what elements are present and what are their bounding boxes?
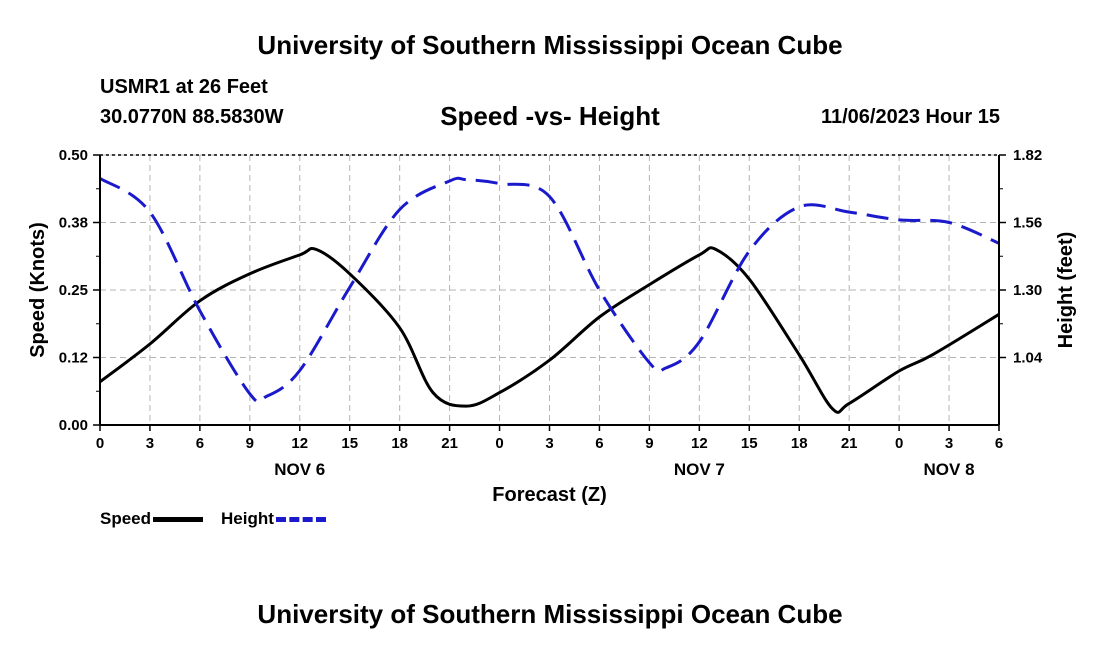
chart-subtitle: Speed -vs- Height (440, 101, 660, 131)
x-tick-label: 15 (341, 435, 358, 452)
x-tick-label: 0 (96, 435, 104, 452)
legend-speed-swatch (153, 516, 204, 522)
x-tick-label: 6 (995, 435, 1003, 452)
x-tick-label: 18 (391, 435, 408, 452)
x-tick-label: 0 (495, 435, 503, 452)
y2-tick-label: 1.30 (1013, 282, 1042, 299)
x-tick-label: 6 (595, 435, 603, 452)
footer-title: University of Southern Mississippi Ocean… (257, 599, 843, 629)
y-tick-label: 0.38 (59, 215, 88, 232)
x-tick-label: 3 (545, 435, 553, 452)
legend-height-swatch (275, 516, 326, 522)
x-tick-label: 6 (196, 435, 204, 452)
x-tick-label: 3 (945, 435, 953, 452)
x-tick-label: 9 (246, 435, 254, 452)
y-tick-label: 0.00 (59, 417, 88, 434)
height-series-line (99, 176, 1000, 404)
y-axis-title: Speed (Knots) (27, 222, 49, 358)
y2-axis-title: Height (feet) (1055, 232, 1077, 349)
station-name: USMR1 at 26 Feet (100, 76, 268, 98)
y2-tick-label: 1.82 (1013, 147, 1042, 164)
x-axis-title: Forecast (Z) (492, 484, 606, 506)
x-tick-label: 21 (841, 435, 858, 452)
speed-height-chart: 0 3 6 9 12 15 18 21 0 3 6 9 12 15 18 21 0 3 6 0.00 0.12 0.25 0… (27, 147, 1077, 506)
x-tick-label: 3 (146, 435, 154, 452)
y-tick-label: 0.50 (59, 147, 88, 164)
x-tick-label: 12 (691, 435, 708, 452)
y-tick-label: 0.12 (59, 350, 88, 367)
x-tick-label: 15 (741, 435, 758, 452)
x-tick-label: 9 (645, 435, 653, 452)
legend: Speed Height (100, 509, 344, 529)
date-label: NOV 6 (274, 460, 325, 479)
chart-title: University of Southern Mississippi Ocean… (257, 30, 843, 60)
legend-speed-label: Speed (100, 509, 152, 528)
x-tick-label: 21 (441, 435, 458, 452)
station-coordinates: 30.0770N 88.5830W (100, 106, 284, 128)
legend-height-label: Height (221, 509, 274, 528)
date-label: NOV 7 (674, 460, 725, 479)
date-label: NOV 8 (924, 460, 975, 479)
speed-series-line (99, 246, 1000, 414)
forecast-datetime: 11/06/2023 Hour 15 (820, 106, 1000, 128)
x-tick-label: 18 (791, 435, 808, 452)
y-tick-label: 0.25 (59, 282, 88, 299)
x-tick-label: 0 (895, 435, 903, 452)
y2-tick-label: 1.56 (1013, 215, 1042, 232)
y2-tick-label: 1.04 (1013, 350, 1043, 367)
x-tick-label: 12 (291, 435, 308, 452)
